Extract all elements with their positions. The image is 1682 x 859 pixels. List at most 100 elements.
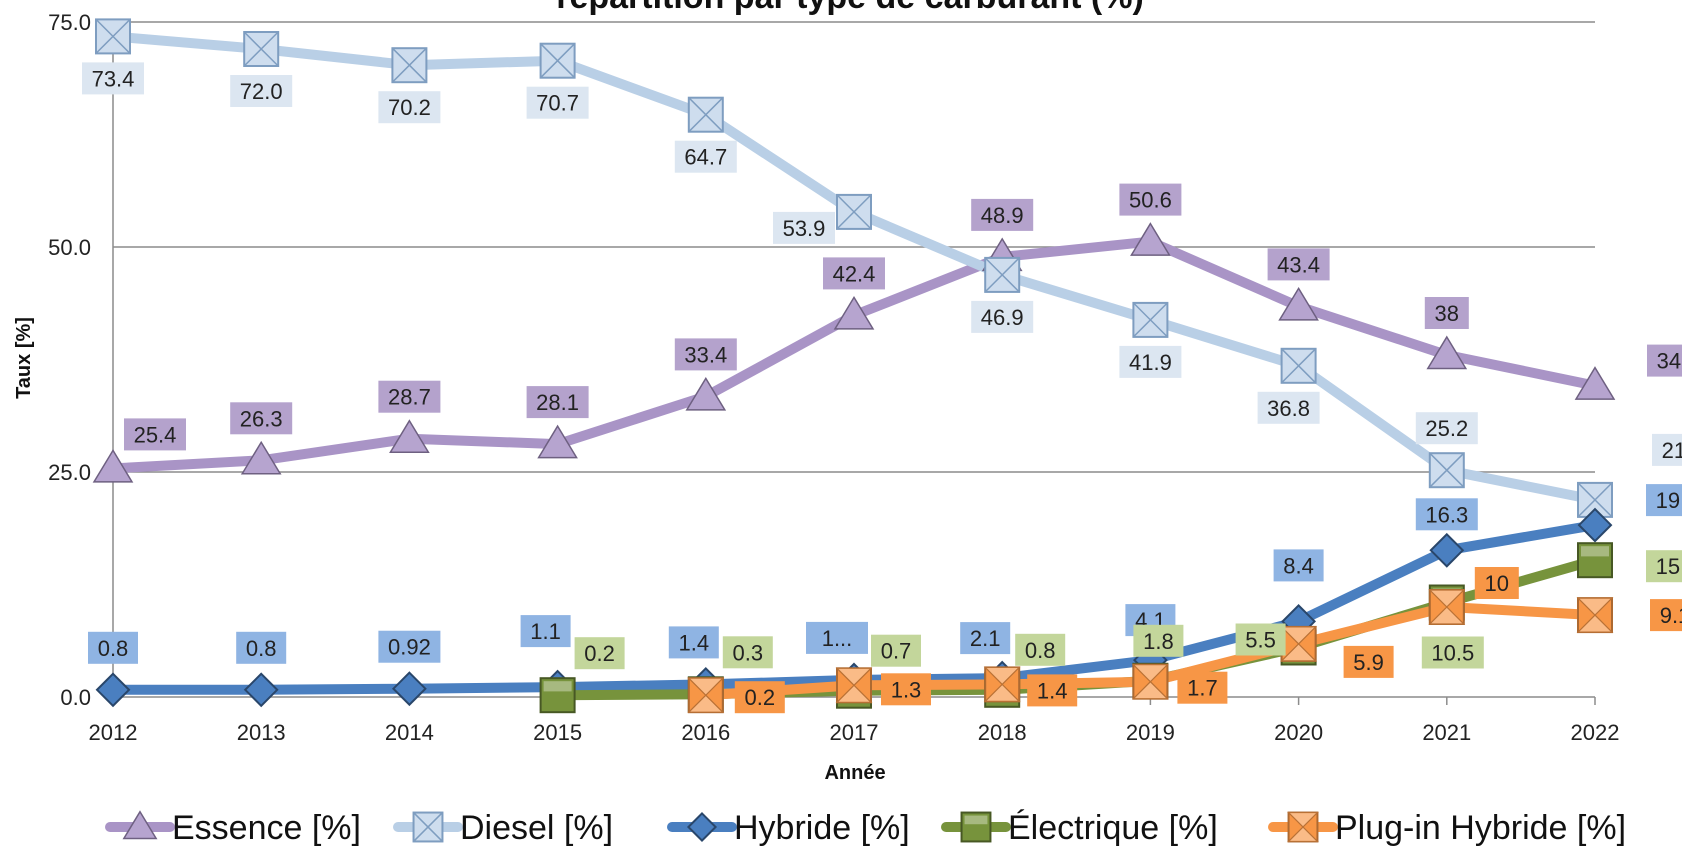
legend: Essence [%] Diesel [%] Hybride [%] Électriq… [105,809,1626,847]
data-label-diesel: 70.2 [378,91,441,124]
data-point-electrique [539,677,576,714]
data-point-diesel [1428,452,1465,489]
svg-text:25.2: 25.2 [1425,416,1468,441]
svg-text:19.1: 19.1 [1656,488,1682,513]
y-tick-label: 25.0 [48,460,91,485]
data-label-essence: 28.1 [526,386,589,419]
data-label-hybride: 16.3 [1415,498,1478,531]
legend-item-hybride: Hybride [%] [667,809,910,847]
data-label-plug-in-hybride: 5.9 [1343,645,1394,678]
data-label-diesel: 36.8 [1257,391,1320,424]
x-tick-label: 2022 [1571,720,1620,745]
data-point-essence [833,295,875,330]
data-point-electrique [1577,542,1613,579]
data-label-plug-in-hybride: 1.3 [881,673,931,706]
svg-text:0.2: 0.2 [745,685,776,710]
svg-text:0.92: 0.92 [388,635,431,660]
data-label-electrique: 0.3 [722,636,773,669]
legend-marker-essence [122,810,158,840]
data-point-essence [240,440,282,475]
svg-text:1.1: 1.1 [530,619,561,644]
y-axis-title: Taux [%] [13,317,35,399]
data-label-electrique: 1.8 [1133,624,1184,657]
data-label-plug-in-hybride: 10 [1474,567,1519,599]
x-tick-label: 2018 [978,720,1027,745]
data-point-plug-in-hybride [1131,663,1169,700]
svg-text:21.9: 21.9 [1662,438,1682,463]
data-point-plug-in-hybride [1280,625,1318,662]
data-point-hybride [391,671,427,707]
svg-text:1.4: 1.4 [679,630,710,655]
svg-text:0.2: 0.2 [584,641,615,666]
series-markers [92,18,1616,714]
data-point-diesel [95,18,131,55]
data-point-plug-in-hybride [687,677,725,714]
svg-text:1...: 1... [822,626,853,651]
data-point-plug-in-hybride [1576,597,1614,634]
data-label-diesel: 41.9 [1119,345,1182,378]
svg-text:46.9: 46.9 [981,305,1024,330]
data-label-diesel: 64.7 [674,140,737,173]
data-point-diesel [539,42,576,79]
svg-text:5.5: 5.5 [1245,628,1276,653]
svg-text:1.7: 1.7 [1187,676,1218,701]
svg-text:10.5: 10.5 [1431,641,1474,666]
legend-marker-diesel [412,811,444,843]
svg-text:0.8: 0.8 [98,636,129,661]
x-tick-label: 2021 [1422,720,1471,745]
data-label-essence: 48.9 [971,198,1034,231]
legend-marker-hybride [686,811,718,843]
data-point-diesel [1132,301,1169,338]
data-label-diesel: 53.9 [773,211,835,244]
data-label-essence: 26.3 [230,402,293,435]
svg-text:73.4: 73.4 [92,66,135,91]
data-label-hybride: 2.1 [960,622,1011,655]
data-label-essence: 33.4 [674,338,737,371]
svg-text:28.1: 28.1 [536,390,579,415]
legend-item-electrique: Électrique [%] [941,809,1218,847]
data-label-hybride: 0.8 [88,631,138,664]
svg-text:1.3: 1.3 [891,677,922,702]
svg-text:38: 38 [1435,301,1459,326]
chart-title: répartition par type de carburant (%) [556,0,1144,16]
data-point-plug-in-hybride [983,666,1021,703]
data-point-essence [537,424,578,459]
data-point-diesel [984,256,1021,293]
y-tick-label: 75.0 [48,10,91,35]
data-point-essence [1130,222,1171,256]
svg-text:0.8: 0.8 [246,636,277,661]
data-point-diesel [687,96,724,133]
series-lines [108,31,1600,701]
data-point-diesel [1280,347,1317,384]
data-point-diesel [243,31,280,67]
data-point-essence [1574,366,1616,400]
svg-text:70.2: 70.2 [388,95,431,120]
svg-text:0.8: 0.8 [1025,638,1056,663]
legend-item-diesel: Diesel [%] [393,809,613,847]
legend-item-essence: Essence [%] [105,809,361,847]
gridlines [113,21,1595,473]
legend-label-hybride: Hybride [%] [734,809,910,847]
svg-text:25.4: 25.4 [134,422,177,447]
svg-text:42.4: 42.4 [833,261,876,286]
data-label-hybride: 0.92 [378,630,441,663]
svg-text:0.7: 0.7 [881,639,912,664]
data-label-essence: 25.4 [124,418,186,451]
legend-label-plug-in-hybride: Plug-in Hybride [%] [1335,809,1626,847]
x-tick-label: 2014 [385,720,434,745]
x-tick-label: 2020 [1274,720,1323,745]
x-axis-title: Année [824,762,885,784]
data-point-essence [389,419,430,453]
data-label-diesel: 72.0 [230,75,293,107]
data-label-diesel: 73.4 [82,62,144,95]
legend-label-essence: Essence [%] [172,809,361,847]
data-point-hybride [243,672,279,708]
svg-text:72.0: 72.0 [240,79,283,104]
data-point-plug-in-hybride [835,667,873,704]
data-label-electrique: 0.8 [1015,633,1066,666]
data-point-hybride [1577,507,1613,543]
data-label-essence: 42.4 [823,257,885,290]
data-label-hybride: 1.4 [668,626,719,659]
data-point-plug-in-hybride [1428,589,1466,625]
